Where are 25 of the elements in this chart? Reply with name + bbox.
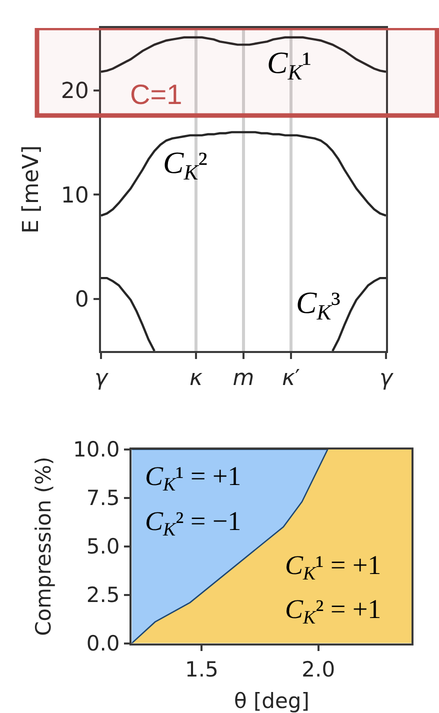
series-label: C$_{K}$¹ = +1 C$_{K}$² = +1 — [285, 550, 382, 629]
series-label: C$_{K}$¹ = +1 C$_{K}$² = −1 — [145, 461, 242, 541]
y-axis-title: Compression (%) — [32, 456, 56, 636]
x-tick-label: κ′ — [282, 366, 300, 392]
y-tick-label: 7.5 — [86, 486, 120, 510]
x-axis-title: θ [deg] — [234, 689, 310, 713]
y-tick-label: 0.0 — [86, 632, 120, 656]
y-tick-label: 10 — [60, 183, 89, 208]
x-tick-label: 1.5 — [184, 657, 218, 682]
series-label: C$_{K}$² — [163, 145, 208, 185]
y-axis-title: E [meV] — [19, 145, 44, 234]
line-series — [101, 131, 386, 217]
band-label: C=1 — [130, 79, 182, 110]
y-tick-label: 0 — [74, 288, 89, 313]
series-label: C$_{K}$¹ — [267, 45, 312, 85]
y-tick-label: 10.0 — [72, 438, 120, 462]
y-tick-label: 20 — [60, 79, 89, 104]
x-tick-label: κ — [190, 366, 203, 392]
x-tick-label: γ — [379, 366, 394, 392]
x-tick-label: 2.0 — [302, 657, 336, 682]
series-label: C$_{K}$³ — [296, 285, 340, 325]
x-tick-label: γ — [94, 366, 108, 392]
y-tick-label: 5.0 — [86, 534, 120, 559]
x-tick-label: m — [232, 366, 254, 392]
y-tick-label: 2.5 — [86, 583, 120, 608]
